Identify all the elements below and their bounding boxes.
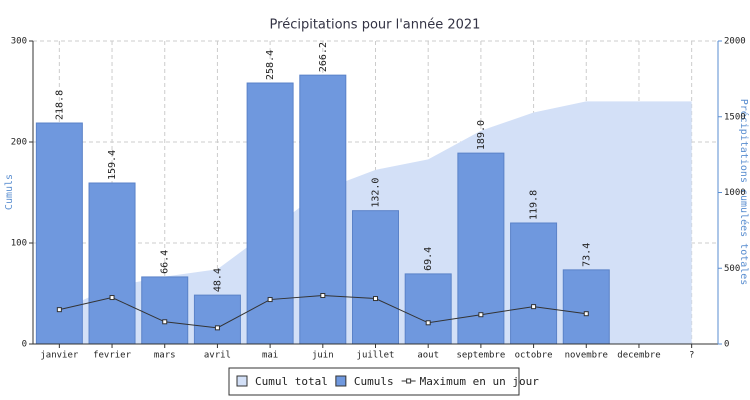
y2-tick-label: 1000 [724, 188, 746, 198]
bar [141, 276, 189, 345]
x-tick-label: juillet [357, 351, 395, 361]
value-label: 132.0 [371, 178, 382, 208]
legend-swatch [335, 375, 347, 387]
value-label: 218.8 [54, 90, 65, 120]
legend-label: Cumul total [255, 375, 328, 388]
value-label: 73.4 [581, 243, 592, 267]
bar [88, 182, 136, 345]
y2-tick-label: 500 [724, 264, 740, 274]
x-tick-label: fevrier [93, 351, 132, 361]
x-tick-label: juin [312, 351, 334, 361]
marker [109, 295, 115, 301]
x-tick-label: octobre [515, 351, 553, 361]
marker [267, 297, 273, 303]
value-label: 189.0 [476, 120, 487, 150]
marker [373, 296, 378, 302]
x-tick-label: aout [417, 351, 439, 361]
y-tick-label: 200 [11, 138, 27, 148]
x-tick-label: septembre [456, 351, 505, 361]
y-axis-label: Cumuls [4, 174, 15, 210]
marker [425, 320, 431, 326]
marker [583, 311, 589, 317]
bar [299, 74, 347, 345]
marker [531, 304, 537, 310]
chart-title: Précipitations pour l'année 2021 [270, 18, 481, 33]
marker [162, 319, 168, 325]
value-label: 48.4 [212, 268, 223, 292]
bar [510, 222, 558, 345]
marker [56, 307, 62, 313]
x-tick-label: avril [204, 351, 231, 361]
y2-tick-label: 2000 [724, 37, 746, 47]
legend-label: Maximum en un jour [420, 375, 540, 388]
x-tick-label: novembre [565, 351, 608, 361]
value-label: 258.4 [265, 50, 276, 80]
value-label: 69.4 [423, 247, 434, 271]
marker [214, 325, 220, 331]
marker [478, 312, 484, 318]
legend-swatch [236, 375, 248, 387]
y-tick-label: 300 [11, 37, 27, 47]
marker [320, 293, 326, 299]
value-label: 266.2 [318, 42, 329, 72]
bar [404, 273, 452, 345]
x-tick-label: decembre [617, 351, 660, 361]
value-label: 119.8 [529, 190, 540, 220]
bar [352, 210, 399, 345]
x-tick-label: mai [262, 351, 278, 361]
value-label: 66.4 [160, 250, 171, 274]
value-label: 159.4 [107, 150, 118, 180]
y-tick-label: 0 [22, 340, 27, 350]
y-tick-label: 100 [11, 239, 27, 249]
bar [246, 82, 294, 345]
legend-box [228, 367, 520, 396]
y2-tick-label: 1500 [724, 112, 746, 122]
legend-label: Cumuls [354, 375, 394, 388]
x-tick-label: janvier [40, 351, 79, 361]
x-tick-label: ? [689, 351, 694, 361]
x-tick-label: mars [154, 351, 176, 361]
y2-tick-label: 0 [724, 340, 729, 350]
bar [562, 269, 610, 345]
legend-swatch [406, 378, 412, 384]
y2-axis-label: Précipitations cumulées totales [738, 99, 750, 286]
